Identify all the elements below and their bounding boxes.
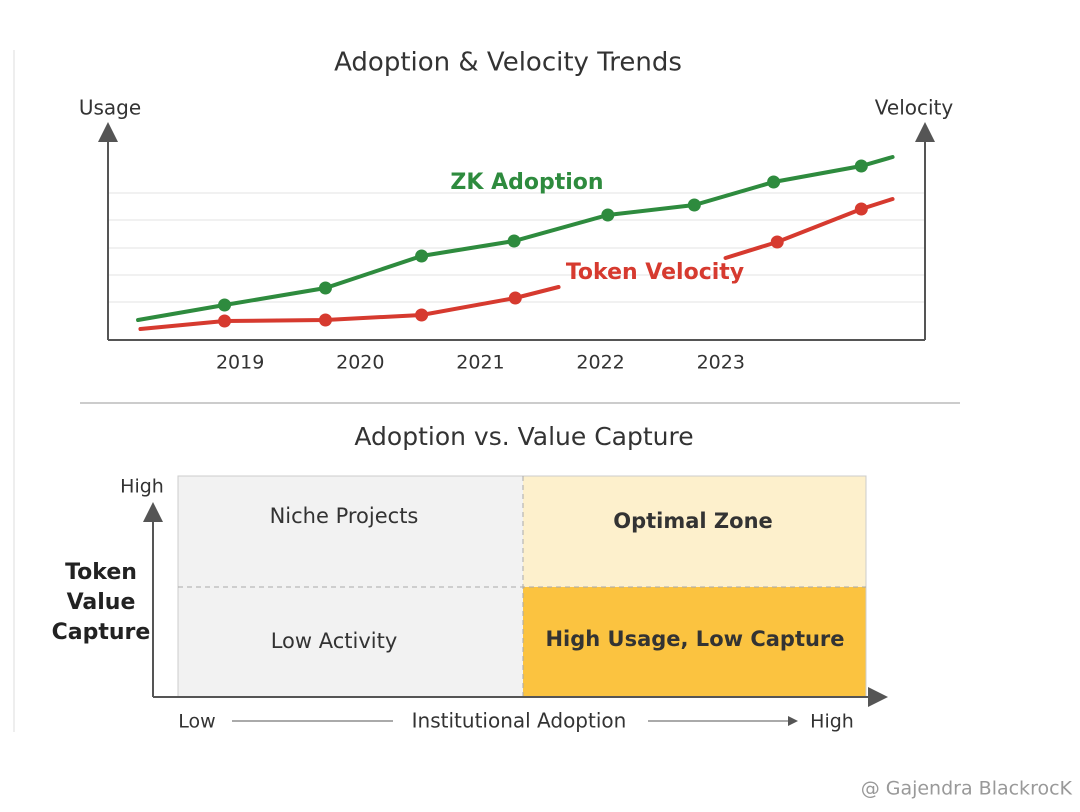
point — [687, 198, 701, 212]
point — [854, 202, 868, 216]
point — [218, 314, 232, 328]
y-label: Token Value Capture — [51, 560, 151, 645]
x-high: High — [810, 711, 854, 733]
point — [854, 159, 868, 173]
y-high: High — [120, 476, 164, 498]
point — [508, 291, 522, 305]
quadrant — [178, 587, 523, 697]
x-low: Low — [178, 711, 215, 733]
quadrant — [178, 476, 523, 587]
x-tick-label: 2022 — [576, 352, 624, 374]
x-label: Institutional Adoption — [412, 709, 627, 733]
quadrant-label: Low Activity — [271, 629, 398, 653]
point — [601, 208, 615, 222]
x-tick-label: 2020 — [336, 352, 384, 374]
quadrant — [523, 587, 866, 697]
point — [318, 313, 332, 327]
chart-title: Adoption & Velocity Trends — [334, 48, 682, 78]
point — [770, 235, 784, 249]
x-tick-label: 2019 — [216, 352, 264, 374]
series-label: ZK Adoption — [450, 170, 603, 195]
quadrant — [523, 476, 866, 587]
point — [415, 249, 429, 263]
chart-title: Adoption vs. Value Capture — [354, 422, 693, 451]
point — [318, 281, 332, 295]
series-label: Token Velocity — [566, 260, 744, 285]
x-tick-label: 2021 — [456, 352, 504, 374]
quadrant-label: Optimal Zone — [613, 509, 773, 533]
series-line — [138, 197, 895, 331]
quadrant-label: High Usage, Low Capture — [545, 627, 844, 651]
point — [767, 175, 781, 189]
y-label: Usage — [79, 96, 141, 120]
x-tick-label: 2023 — [697, 352, 745, 374]
watermark: @ Gajendra BlackrocK — [861, 778, 1073, 800]
point — [507, 234, 521, 248]
point — [218, 298, 232, 312]
quadrant-label: Niche Projects — [270, 504, 419, 528]
point — [415, 308, 429, 322]
series-line — [136, 155, 895, 322]
y2-label: Velocity — [875, 96, 954, 120]
grid — [108, 192, 925, 303]
